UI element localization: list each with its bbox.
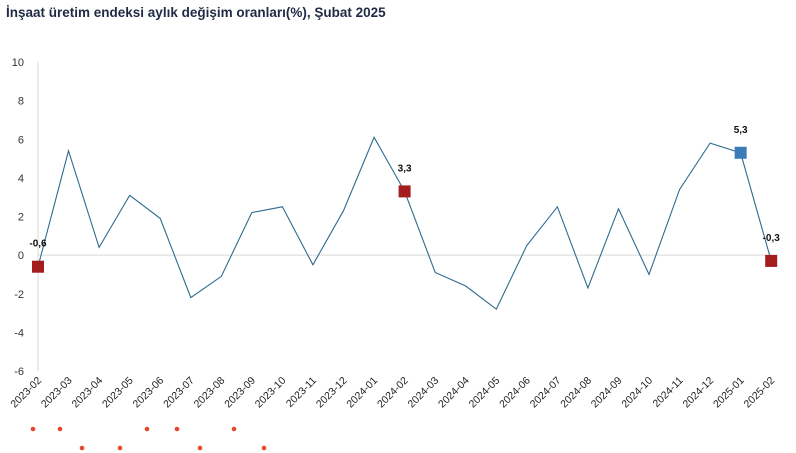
footnote-dot [261, 445, 267, 451]
x-tick-label: 2024-01 [344, 375, 380, 411]
data-point-marker [398, 185, 411, 198]
x-tick-label: 2024-09 [589, 375, 625, 411]
x-tick-label: 2024-10 [619, 375, 655, 411]
footnote-dot [144, 426, 150, 432]
x-tick-label: 2023-03 [39, 375, 75, 411]
y-tick-label: 2 [18, 212, 24, 224]
y-tick-label: 8 [18, 96, 24, 108]
footnote-dot [79, 445, 85, 451]
footnote-dot [231, 426, 237, 432]
x-tick-label: 2023-08 [192, 375, 228, 411]
x-tick-label: 2024-12 [680, 375, 716, 411]
x-tick-label: 2023-04 [69, 375, 105, 411]
y-tick-label: 6 [18, 134, 24, 146]
y-tick-label: 4 [18, 173, 24, 185]
x-tick-label: 2024-05 [467, 375, 503, 411]
data-label: 5,3 [734, 125, 748, 136]
y-tick-label: -6 [14, 366, 24, 378]
data-point-marker [765, 254, 778, 267]
x-tick-label: 2024-03 [406, 375, 442, 411]
footnote-dot [30, 426, 36, 432]
x-tick-label: 2024-11 [650, 375, 685, 410]
x-tick-label: 2024-04 [436, 375, 472, 411]
chart-title: İnşaat üretim endeksi aylık değişim oran… [6, 5, 386, 20]
data-label: -0,3 [763, 233, 781, 244]
data-label: 3,3 [398, 163, 412, 174]
footnote-dot [117, 445, 123, 451]
y-tick-label: 10 [12, 57, 24, 69]
x-tick-label: 2025-02 [742, 375, 778, 411]
x-tick-label: 2024-07 [528, 375, 564, 411]
data-point-marker [32, 260, 44, 273]
footnote-dot [197, 445, 203, 451]
x-tick-label: 2023-05 [100, 375, 136, 411]
y-tick-label: -2 [14, 289, 24, 301]
x-tick-label: 2024-02 [375, 375, 411, 411]
x-tick-label: 2023-06 [131, 375, 167, 411]
x-tick-label: 2023-11 [284, 375, 319, 410]
x-tick-label: 2023-07 [161, 375, 197, 411]
x-tick-label: 2023-02 [8, 375, 44, 411]
data-point-marker [734, 146, 747, 159]
footnote-dot [57, 426, 63, 432]
footnote-dot [174, 426, 180, 432]
x-tick-label: 2024-08 [558, 375, 594, 411]
x-tick-label: 2023-09 [222, 375, 258, 411]
x-tick-label: 2023-12 [314, 375, 350, 411]
x-tick-label: 2024-06 [497, 375, 533, 411]
y-tick-label: -4 [14, 327, 24, 339]
x-tick-label: 2025-01 [711, 375, 747, 411]
y-tick-label: 0 [18, 250, 24, 262]
data-label: -0,6 [29, 239, 47, 250]
x-tick-label: 2023-10 [253, 375, 289, 411]
